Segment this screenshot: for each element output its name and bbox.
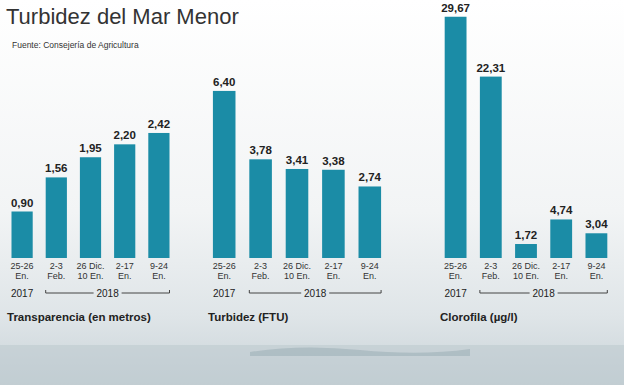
category-label: 9-24 — [587, 261, 605, 271]
group-label: 2017 — [213, 288, 236, 299]
data-label: 29,67 — [441, 2, 470, 14]
bar — [480, 77, 502, 258]
data-label: 4,74 — [550, 204, 573, 216]
bar — [515, 244, 537, 258]
category-label: 9-24 — [361, 261, 379, 271]
data-label: 3,41 — [286, 154, 309, 166]
category-label: 2-3 — [50, 261, 63, 271]
category-label: 25-26 — [444, 261, 467, 271]
category-label: En. — [118, 271, 132, 281]
bar — [114, 144, 135, 258]
category-label: 2-17 — [324, 261, 342, 271]
category-label: En. — [590, 271, 604, 281]
group-bracket — [480, 290, 530, 293]
category-label: Feb. — [482, 271, 500, 281]
data-label: 1,95 — [79, 142, 102, 154]
chart-panel: 29,6722,311,724,743,0425-26En.2-3Feb.26 … — [440, 2, 608, 323]
group-label: 2018 — [96, 288, 119, 299]
bars — [213, 91, 381, 258]
chart-panel: 0,901,561,952,202,4225-26En.2-3Feb.26 Di… — [7, 118, 170, 323]
bar — [445, 17, 467, 258]
data-label: 3,38 — [322, 155, 345, 167]
background — [0, 0, 624, 385]
group-label: 2018 — [304, 288, 327, 299]
group-label: 2018 — [532, 288, 555, 299]
data-label: 1,56 — [45, 162, 67, 174]
bar — [46, 177, 67, 258]
bar — [322, 170, 345, 258]
category-label: 2-17 — [552, 261, 570, 271]
category-label: 2-3 — [254, 261, 267, 271]
bar — [11, 212, 32, 259]
bar — [550, 219, 572, 258]
category-label: En. — [449, 271, 463, 281]
group-bracket — [46, 290, 94, 293]
bar — [80, 157, 101, 258]
data-label: 22,31 — [476, 62, 505, 74]
category-label: 26 Dic. — [76, 261, 104, 271]
category-label: En. — [15, 271, 29, 281]
axis-title: Clorofila (µg/l) — [440, 311, 518, 323]
bars — [445, 17, 608, 258]
source: Fuente: Consejería de Agricultura — [12, 40, 139, 50]
data-label: 3,04 — [585, 218, 608, 230]
axis-title: Turbidez (FTU) — [208, 311, 288, 323]
category-label: 10 En. — [77, 271, 103, 281]
sea-strip — [0, 345, 624, 385]
bars — [11, 133, 169, 258]
group-bracket — [122, 290, 170, 293]
category-label: En. — [327, 271, 341, 281]
bar — [359, 186, 382, 258]
category-label: 26 Dic. — [512, 261, 540, 271]
category-label: En. — [554, 271, 568, 281]
data-label: 1,72 — [515, 229, 537, 241]
group-bracket — [249, 290, 301, 293]
category-label: Feb. — [252, 271, 270, 281]
shore — [250, 347, 470, 356]
category-label: 10 En. — [513, 271, 539, 281]
title: Turbidez del Mar Menor — [6, 4, 239, 29]
category-label: 2-17 — [116, 261, 134, 271]
bar — [148, 133, 169, 258]
category-label: 26 Dic. — [283, 261, 311, 271]
category-label: 2-3 — [484, 261, 497, 271]
axis-title: Transparencia (en metros) — [7, 311, 151, 323]
category-label: 25-26 — [11, 261, 34, 271]
bar — [213, 91, 236, 258]
data-label: 3,78 — [249, 144, 272, 156]
data-label: 2,42 — [148, 118, 170, 130]
data-label: 2,20 — [114, 129, 136, 141]
data-label: 6,40 — [213, 76, 235, 88]
category-label: 10 En. — [284, 271, 310, 281]
group-label: 2017 — [11, 288, 34, 299]
category-label: En. — [217, 271, 231, 281]
bar — [585, 233, 607, 258]
data-label: 0,90 — [11, 197, 33, 209]
category-label: 25-26 — [213, 261, 236, 271]
group-bracket — [558, 290, 608, 293]
group-bracket — [329, 290, 381, 293]
bar — [286, 169, 309, 258]
category-label: 9-24 — [150, 261, 168, 271]
bar — [249, 159, 272, 258]
chart-panel: 6,403,783,413,382,7425-26En.2-3Feb.26 Di… — [208, 76, 382, 323]
category-label: En. — [363, 271, 377, 281]
data-label: 2,74 — [359, 171, 382, 183]
category-label: En. — [152, 271, 166, 281]
chart-canvas: Turbidez del Mar Menor Fuente: Consejería… — [0, 0, 624, 385]
group-label: 2017 — [444, 288, 467, 299]
category-label: Feb. — [47, 271, 65, 281]
